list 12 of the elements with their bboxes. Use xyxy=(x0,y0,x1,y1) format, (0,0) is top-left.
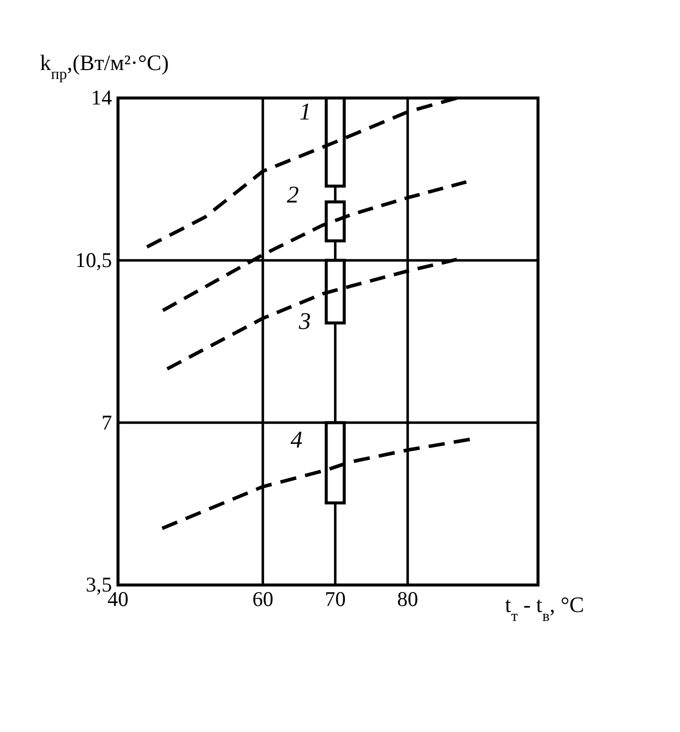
x-tick-label: 70 xyxy=(324,586,346,611)
series-label: 2 xyxy=(286,182,299,209)
x-tick-label: 60 xyxy=(252,586,274,611)
series-label: 1 xyxy=(299,100,312,126)
x-tick-label: 80 xyxy=(397,586,418,611)
y-axis-title: k$_{пр}$,(Вт/м²·°C) xyxy=(40,50,169,82)
x-axis-title: t$_{т}$ - t$_{в}$, °C xyxy=(505,592,584,624)
y-tick-label: 14 xyxy=(91,86,112,110)
series-label: 3 xyxy=(298,309,311,336)
y-tick-label: 10,5 xyxy=(75,248,112,272)
y-tick-label: 7 xyxy=(102,410,112,434)
series-label: 4 xyxy=(290,427,303,454)
